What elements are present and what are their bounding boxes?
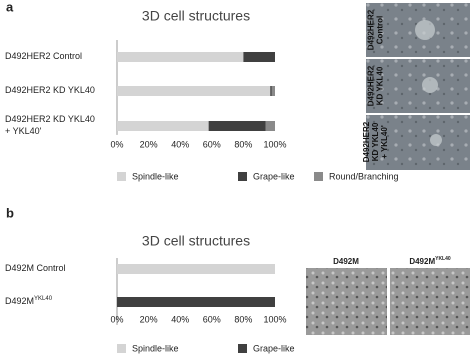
x-tick-label: 60%: [203, 139, 221, 149]
bar-segment: [117, 264, 275, 274]
category-superscript: YKL40: [34, 296, 53, 302]
image-label-text: D492M: [333, 257, 359, 266]
image-label: D492MYKL40: [409, 256, 451, 266]
x-tick-label: 60%: [203, 314, 221, 324]
legend-swatch: [238, 344, 247, 353]
micrograph: [306, 268, 387, 335]
panel-label: b: [6, 205, 14, 220]
micrograph: [366, 115, 470, 170]
image-label: D492HER2KD YKL40: [367, 65, 385, 106]
micrograph: [390, 268, 470, 335]
image-label: D492HER2Control: [367, 9, 385, 50]
chart-title: 3D cell structures: [142, 8, 250, 24]
bar-segment: [243, 52, 275, 62]
spheroid: [422, 77, 438, 93]
image-label: D492HER2KD YKL40+ YKL40': [362, 121, 389, 162]
chart-title: 3D cell structures: [142, 233, 250, 249]
micrographs-b: [306, 268, 470, 335]
image-label: D492M: [333, 257, 359, 266]
x-tick-label: 20%: [140, 139, 158, 149]
image-label-text: D492M: [409, 257, 435, 266]
x-tick-label: 40%: [171, 314, 189, 324]
panel-label: a: [6, 0, 14, 14]
micrograph: [366, 59, 470, 113]
spheroid: [430, 134, 442, 146]
legend-swatch: [117, 172, 126, 181]
x-tick-label: 80%: [234, 139, 252, 149]
x-tick-label: 80%: [234, 314, 252, 324]
legend-swatch: [314, 172, 323, 181]
bar-segment: [265, 121, 275, 131]
bar-segment: [117, 121, 209, 131]
bar-segment: [208, 121, 266, 131]
legend-label: Round/Branching: [329, 171, 399, 181]
category-label: D492MYKL40: [5, 296, 53, 307]
image-label-superscript: YKL40: [435, 256, 451, 262]
category-label: D492M Control: [5, 263, 66, 273]
x-tick-label: 100%: [263, 139, 286, 149]
bar-segment: [117, 52, 244, 62]
bar-segment: [271, 86, 275, 96]
legend-swatch: [238, 172, 247, 181]
x-tick-label: 0%: [110, 139, 123, 149]
x-tick-label: 0%: [110, 314, 123, 324]
legend-label: Spindle-like: [132, 343, 179, 353]
legend-label: Grape-like: [253, 171, 295, 181]
legend-label: Grape-like: [253, 343, 295, 353]
spheroid: [415, 20, 435, 40]
x-tick-label: 40%: [171, 139, 189, 149]
micrographs-a: [366, 3, 470, 170]
category-label: D492HER2 KD YKL40: [5, 85, 95, 95]
bar-segment: [117, 297, 275, 307]
bar-segment: [270, 86, 272, 96]
legend-label: Spindle-like: [132, 171, 179, 181]
x-tick-label: 100%: [263, 314, 286, 324]
bar-segment: [117, 86, 271, 96]
legend-swatch: [117, 344, 126, 353]
category-label: D492HER2 Control: [5, 51, 82, 61]
x-tick-label: 20%: [140, 314, 158, 324]
category-label: D492HER2 KD YKL40 + YKL40': [5, 114, 95, 136]
